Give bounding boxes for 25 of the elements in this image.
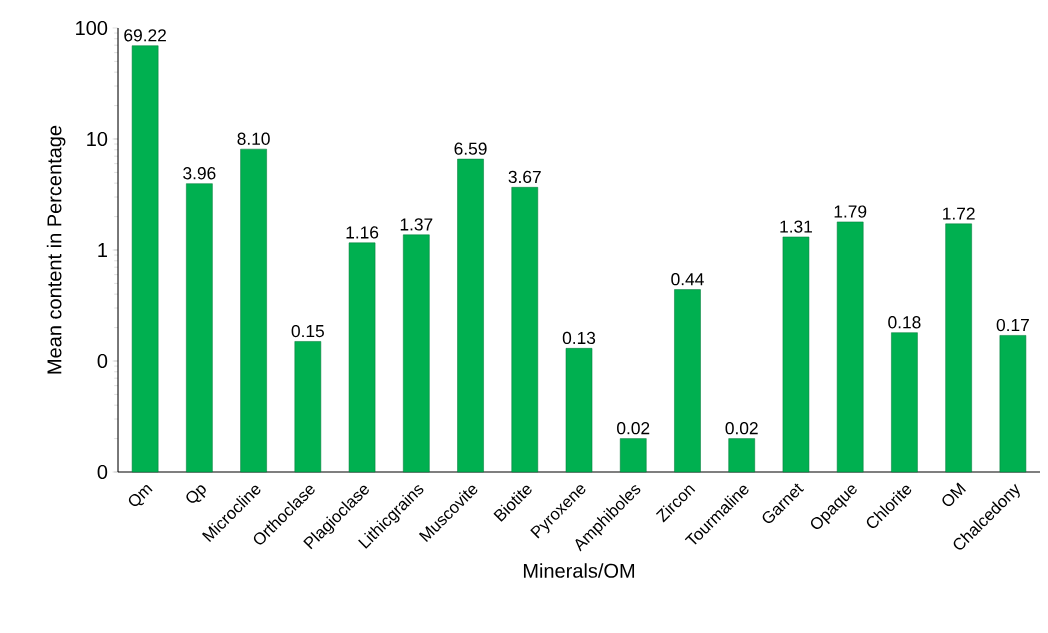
- data-label: 1.16: [346, 226, 379, 239]
- data-label: 1.31: [780, 220, 812, 233]
- data-label: 1.72: [943, 207, 975, 220]
- data-label: 0.13: [562, 331, 596, 345]
- x-tick-label: Qm: [128, 485, 153, 507]
- y-tick-label: 0: [97, 353, 108, 369]
- y-tick-label: 10: [87, 131, 108, 147]
- data-label: 0.15: [291, 324, 324, 338]
- data-label: 3.96: [183, 167, 216, 180]
- data-label: 0.18: [888, 316, 921, 329]
- data-label: 6.59: [454, 142, 487, 155]
- y-axis-title: Mean content in Percentage: [46, 125, 66, 374]
- x-axis-title: Minerals/OM: [523, 563, 635, 578]
- data-label: 8.10: [237, 132, 270, 145]
- data-label: 3.67: [508, 170, 541, 184]
- y-tick-label: 0: [97, 464, 108, 480]
- y-tick-label: 100: [76, 20, 108, 36]
- data-label: 0.44: [671, 273, 704, 286]
- data-label: 1.37: [400, 218, 433, 231]
- y-tick-label: 1: [98, 243, 107, 257]
- data-label: 1.79: [834, 205, 867, 218]
- data-label: 0.02: [725, 422, 758, 435]
- data-label: 69.22: [124, 29, 166, 42]
- data-label: 0.17: [996, 318, 1029, 332]
- data-label: 0.02: [617, 422, 650, 435]
